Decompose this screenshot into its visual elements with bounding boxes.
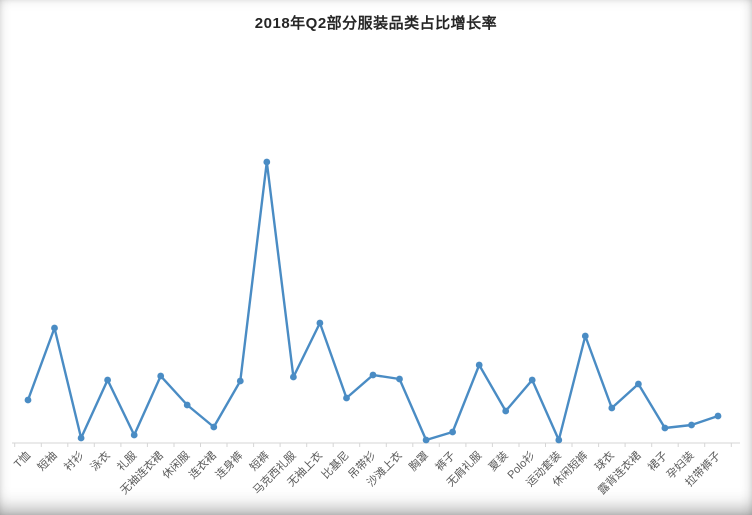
data-point: [157, 372, 165, 380]
data-point: [555, 436, 563, 444]
data-point: [714, 412, 722, 420]
data-point: [236, 377, 244, 385]
data-point: [343, 394, 350, 402]
data-point: [449, 428, 456, 436]
x-axis-label: 衬衫: [61, 449, 86, 474]
data-point: [24, 396, 32, 404]
x-axis-label: 裤子: [432, 448, 457, 473]
series-line: [26, 160, 720, 442]
data-point: [396, 375, 403, 383]
data-point: [369, 371, 377, 379]
data-point: [210, 423, 218, 431]
data-point: [608, 404, 616, 412]
data-point: [635, 380, 642, 388]
data-point: [290, 373, 297, 381]
x-axis-label: 夏装: [486, 449, 511, 474]
data-point: [581, 332, 589, 340]
x-axis-label: 短袖: [34, 448, 59, 473]
x-axis-label: 泳衣: [87, 448, 112, 473]
x-axis-label: 胸罩: [406, 448, 431, 473]
x-axis-label: 比基尼: [319, 449, 352, 482]
data-point: [77, 434, 85, 442]
x-axis-label: T恤: [11, 449, 33, 471]
data-point: [316, 319, 324, 327]
x-axis-label: 礼服: [114, 448, 139, 473]
data-point: [183, 401, 191, 409]
x-axis-label: 休闲服: [159, 448, 192, 481]
data-point: [130, 431, 138, 439]
data-point: [661, 424, 669, 432]
x-axis-label: 短裤: [246, 448, 271, 473]
data-point: [51, 324, 58, 332]
x-axis-label: 裙子: [645, 449, 670, 474]
x-axis-label: 连身裤: [212, 448, 245, 481]
data-point: [422, 436, 430, 444]
x-axis-label: 球衣: [591, 448, 616, 473]
x-axis-label: 连衣裙: [186, 448, 219, 481]
data-point: [475, 361, 483, 369]
data-point: [528, 376, 536, 384]
data-point: [263, 158, 271, 166]
data-point: [688, 421, 695, 429]
data-point: [502, 407, 510, 415]
data-point: [104, 376, 111, 384]
